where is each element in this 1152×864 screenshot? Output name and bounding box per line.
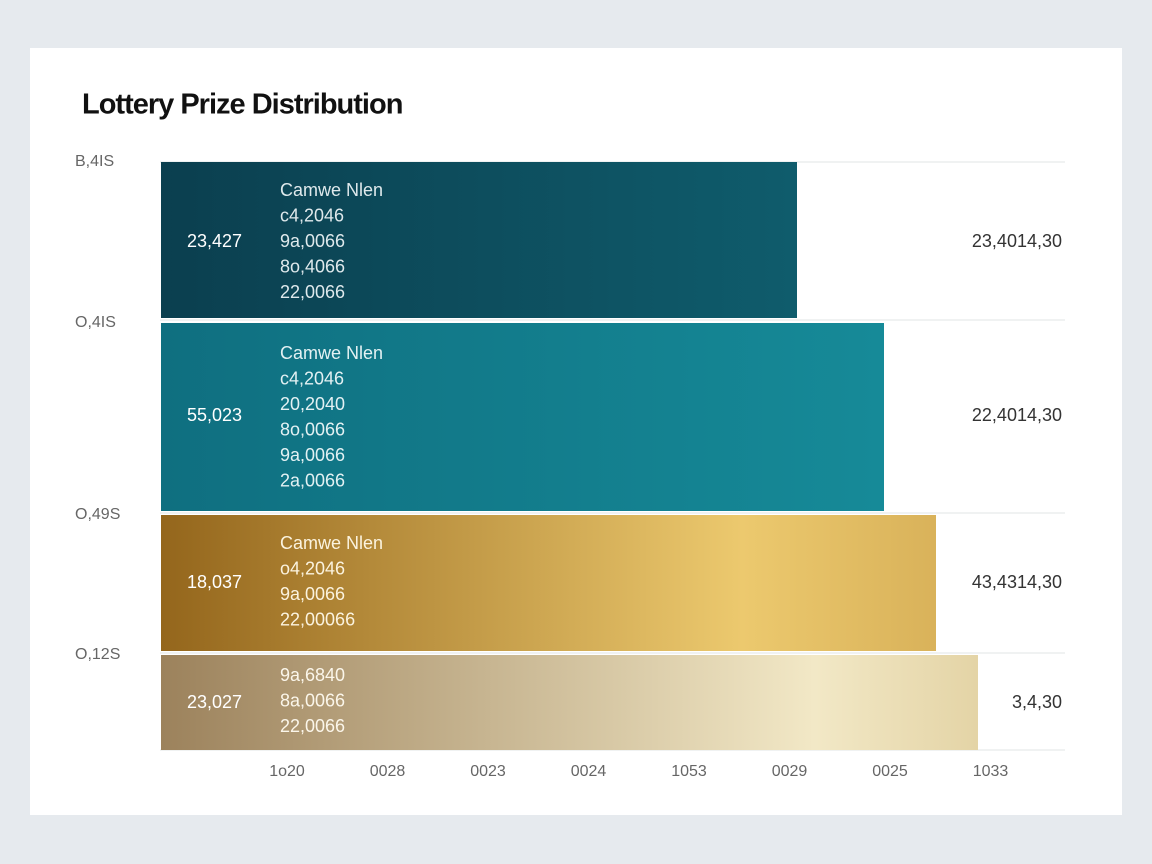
bar-line: 9a,0066 [280,584,345,604]
right-label: 3,4,30 [1012,692,1062,712]
right-label: 23,4014,30 [972,231,1062,251]
bar-line: o4,2046 [280,558,345,578]
x-label: 0029 [772,763,808,780]
right-label: 22,4014,30 [972,405,1062,425]
value-label: 18,037 [187,572,242,592]
bar-line: 8o,0066 [280,419,345,439]
bar-line: Camwe Nlen [280,533,383,553]
bar-line: 8o,4066 [280,256,345,276]
x-label: 0024 [571,763,607,780]
bar-line: 9a,0066 [280,231,345,251]
x-label: 0023 [470,763,506,780]
bar-line: 20,2040 [280,394,345,414]
bar [161,655,978,750]
value-label: 23,427 [187,231,242,251]
x-label: 0025 [872,763,908,780]
bar-line: 9a,6840 [280,665,345,685]
value-label: 55,023 [187,405,242,425]
right-label: 43,4314,30 [972,572,1062,592]
bar [161,515,936,651]
bar-line: 8a,0066 [280,690,345,710]
axis-label: O,49S [75,506,120,523]
axis-label: O,4IS [75,314,116,331]
x-label: 0028 [370,763,406,780]
x-label: 1053 [671,763,707,780]
bar-line: 22,00066 [280,609,355,629]
value-label: 23,027 [187,692,242,712]
bar-line: 22,0066 [280,716,345,736]
x-label: 1o20 [269,763,305,780]
bar [161,162,797,318]
bar-line: c4,2046 [280,368,344,388]
axis-label: O,12S [75,646,120,663]
bar [161,323,884,511]
title: Lottery Prize Distribution [82,89,402,121]
axis-label: B,4IS [75,153,114,170]
bar-line: 2a,0066 [280,470,345,490]
bar-line: Camwe Nlen [280,343,383,363]
bar-line: 22,0066 [280,282,345,302]
bar-line: Camwe Nlen [280,180,383,200]
x-label: 1033 [973,763,1009,780]
bar-line: 9a,0066 [280,445,345,465]
bar-line: c4,2046 [280,205,344,225]
